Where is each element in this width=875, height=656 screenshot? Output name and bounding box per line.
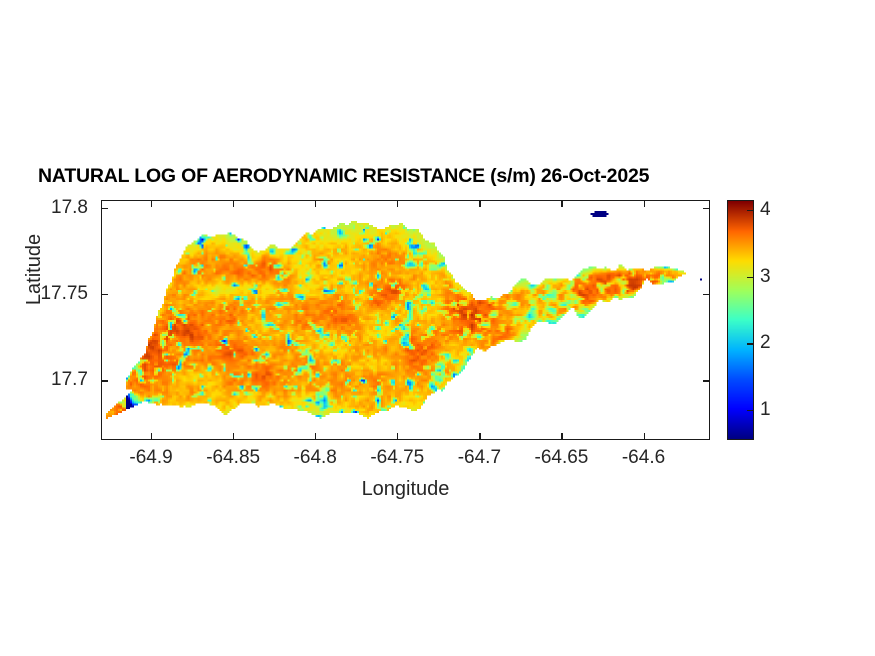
x-tick-mark — [315, 433, 317, 440]
y-tick-mark-right — [703, 207, 710, 209]
map-axes[interactable] — [101, 200, 710, 440]
raster-map-image — [102, 201, 709, 439]
y-axis-label: Latitude — [23, 233, 45, 306]
y-tick-label: 17.7 — [51, 369, 88, 391]
colorbar-tick-label: 2 — [760, 332, 771, 354]
x-tick-mark-top — [643, 200, 645, 207]
y-tick-label: 17.75 — [40, 283, 88, 305]
colorbar-tick-label: 4 — [760, 199, 771, 220]
x-tick-mark-top — [479, 200, 481, 207]
x-tick-mark-top — [397, 200, 399, 207]
x-tick-mark — [479, 433, 481, 440]
x-tick-mark — [643, 433, 645, 440]
y-tick-mark-right — [703, 294, 710, 296]
x-tick-label: -64.75 — [370, 447, 425, 468]
colorbar-tick-label: 3 — [760, 265, 771, 287]
x-tick-label: -64.85 — [206, 447, 261, 468]
x-tick-mark-top — [151, 200, 153, 207]
x-tick-mark — [233, 433, 235, 440]
x-axis-label: Longitude — [361, 478, 450, 500]
x-tick-mark — [561, 433, 563, 440]
x-tick-mark-top — [233, 200, 235, 207]
x-tick-label: -64.6 — [621, 447, 666, 468]
x-tick-label: -64.8 — [293, 447, 337, 468]
x-tick-label: -64.9 — [129, 447, 173, 468]
y-tick-mark — [101, 294, 108, 296]
colorbar-tick-label: 1 — [760, 399, 771, 420]
colorbar-tick-mark — [747, 410, 753, 412]
y-tick-mark — [101, 207, 108, 209]
x-tick-label: -64.7 — [457, 447, 502, 468]
page-title: NATURAL LOG OF AERODYNAMIC RESISTANCE (s… — [38, 165, 650, 187]
colorbar-gradient — [728, 201, 753, 439]
colorbar-tick-mark — [747, 343, 753, 345]
colorbar-tick-mark — [747, 276, 753, 278]
x-tick-mark-top — [561, 200, 563, 207]
colorbar[interactable] — [727, 200, 754, 440]
colorbar-tick-mark — [747, 210, 753, 212]
x-tick-mark — [151, 433, 153, 440]
x-tick-label: -64.65 — [534, 447, 589, 468]
y-tick-mark — [101, 380, 108, 382]
y-tick-label: 17.8 — [51, 196, 88, 218]
x-tick-mark — [397, 433, 399, 440]
x-tick-mark-top — [315, 200, 317, 207]
y-tick-mark-right — [703, 380, 710, 382]
